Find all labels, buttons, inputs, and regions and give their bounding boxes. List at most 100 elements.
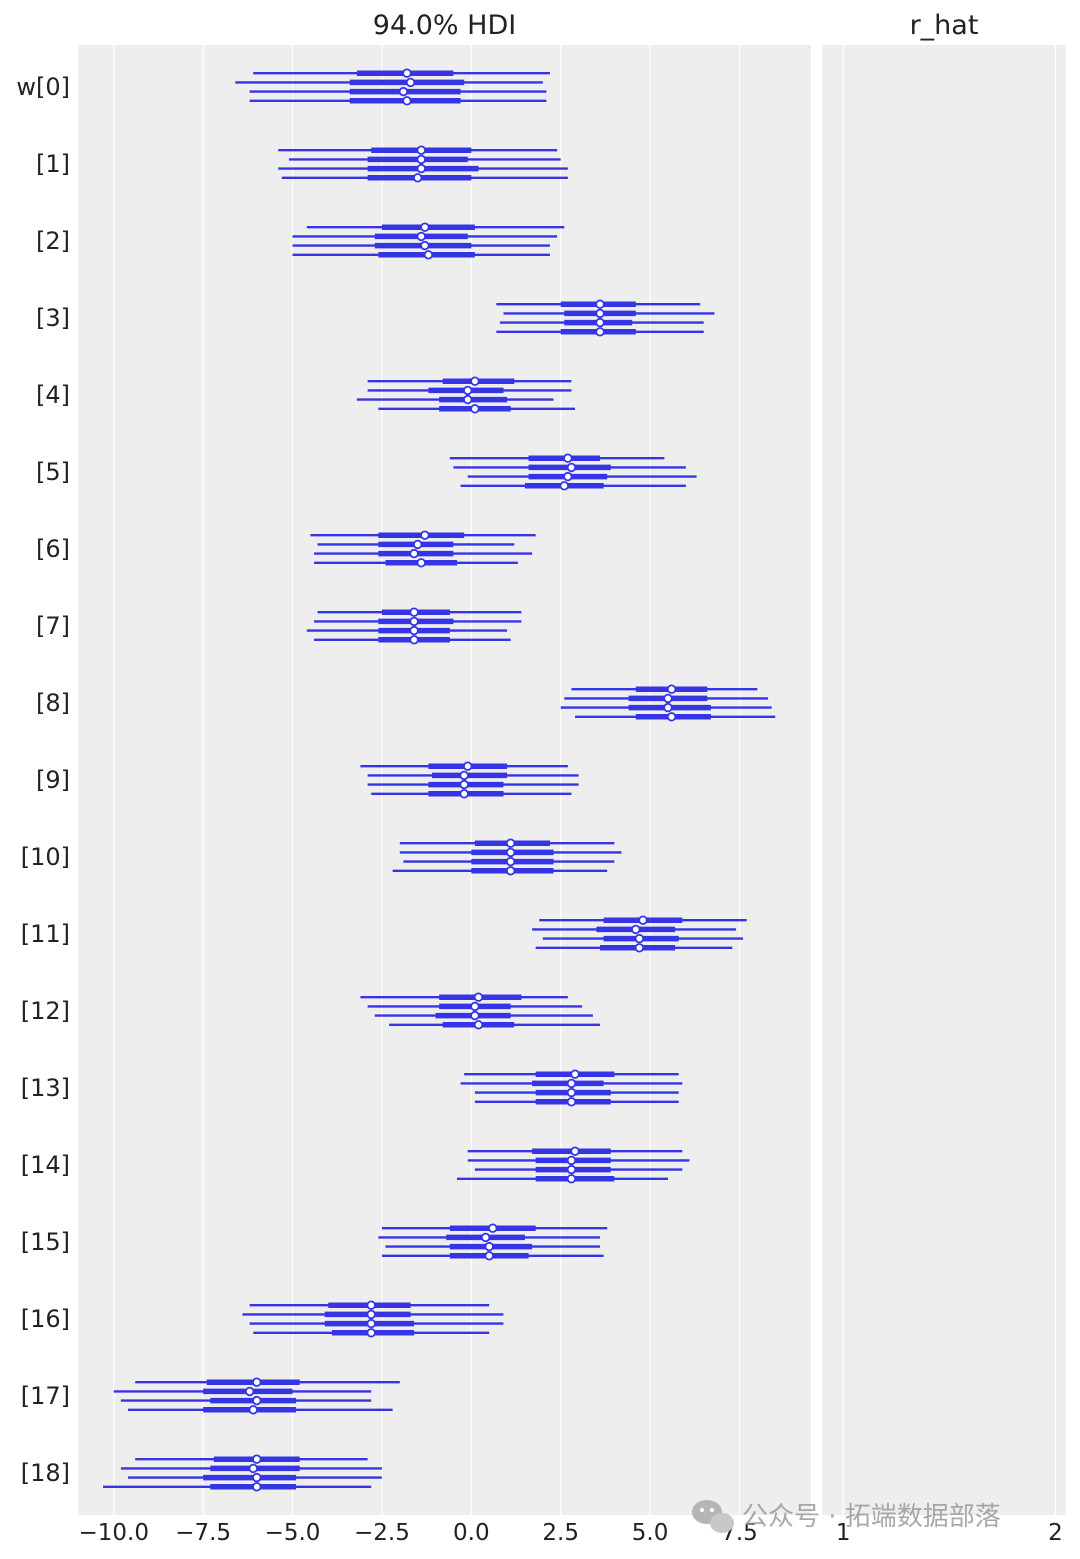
median-point xyxy=(409,625,419,636)
median-point xyxy=(480,1232,491,1243)
median-point xyxy=(416,558,426,568)
median-point xyxy=(244,1386,255,1397)
median-point xyxy=(595,317,605,328)
wechat-icon xyxy=(692,1500,734,1533)
median-point xyxy=(412,539,423,550)
median-point xyxy=(366,1328,376,1338)
hdi-x-tick-label: −2.5 xyxy=(354,1520,410,1546)
median-point xyxy=(366,1300,376,1310)
row-label: [6] xyxy=(36,535,70,563)
parameter-row xyxy=(392,838,622,876)
median-point xyxy=(505,838,516,848)
median-point xyxy=(416,145,426,155)
median-point xyxy=(416,154,426,165)
r-hat-x-tick-label: 1 xyxy=(836,1520,851,1546)
median-point xyxy=(402,96,412,106)
median-point xyxy=(248,1463,258,1474)
median-point xyxy=(666,684,677,694)
row-label: [9] xyxy=(36,766,70,794)
watermark-text: 公众号 · 拓端数据部落 xyxy=(742,1502,1001,1532)
median-point xyxy=(409,635,419,645)
row-label: [12] xyxy=(21,997,70,1025)
parameter-row xyxy=(449,453,697,491)
median-point xyxy=(248,1405,258,1415)
median-point xyxy=(459,779,469,790)
watermark: 公众号 · 拓端数据部落 xyxy=(692,1500,1001,1533)
median-point xyxy=(566,1097,577,1107)
parameter-row xyxy=(292,222,565,260)
row-label: [18] xyxy=(21,1459,70,1487)
median-point xyxy=(463,394,473,405)
hdi-panel-title: 94.0% HDI xyxy=(373,10,516,41)
median-point xyxy=(252,1377,262,1387)
parameter-row xyxy=(360,992,601,1030)
median-point xyxy=(366,1318,376,1329)
row-label: [15] xyxy=(21,1228,70,1256)
parameter-row xyxy=(235,68,550,106)
hdi-x-tick-label: −5.0 xyxy=(265,1520,321,1546)
median-point xyxy=(252,1482,262,1492)
median-point xyxy=(595,327,605,337)
median-point xyxy=(252,1454,262,1464)
median-point xyxy=(423,250,434,260)
median-point xyxy=(470,1001,480,1012)
row-label: [16] xyxy=(21,1305,70,1333)
median-point xyxy=(459,789,469,799)
median-point xyxy=(488,1223,498,1233)
median-point xyxy=(566,462,577,473)
median-point xyxy=(595,308,605,319)
row-label: [1] xyxy=(36,150,70,178)
parameter-row xyxy=(460,1069,683,1107)
parameter-row xyxy=(103,1454,382,1492)
parameter-row xyxy=(560,684,776,722)
interval-marks xyxy=(103,68,776,1492)
median-point xyxy=(398,86,409,97)
median-point xyxy=(412,173,423,183)
median-point xyxy=(484,1251,494,1261)
hdi-x-tick-label: −7.5 xyxy=(175,1520,231,1546)
median-point xyxy=(416,231,426,242)
r-hat-panel-title: r_hat xyxy=(910,10,979,41)
row-label: [8] xyxy=(36,689,70,717)
median-point xyxy=(484,1241,494,1252)
median-point xyxy=(566,1155,577,1166)
median-point xyxy=(416,163,426,174)
median-point xyxy=(420,222,430,232)
median-point xyxy=(563,471,573,482)
median-point xyxy=(663,702,673,713)
median-point xyxy=(505,866,516,876)
r-hat-panel: 1 2 r_hat xyxy=(822,10,1066,1546)
median-point xyxy=(566,1078,577,1089)
parameter-row xyxy=(532,915,747,953)
r-hat-x-tick-label: 2 xyxy=(1048,1520,1063,1546)
parameter-row xyxy=(310,530,536,568)
median-point xyxy=(595,299,605,309)
parameter-row xyxy=(356,376,576,414)
row-label: [7] xyxy=(36,612,70,640)
row-label: [14] xyxy=(21,1151,70,1179)
median-point xyxy=(570,1146,580,1156)
row-label: [5] xyxy=(36,458,70,486)
median-point xyxy=(252,1472,262,1483)
median-point xyxy=(420,530,430,540)
median-point xyxy=(666,712,677,722)
row-label: [2] xyxy=(36,227,70,255)
median-point xyxy=(402,68,412,78)
parameter-row xyxy=(360,761,579,799)
row-label: w[0] xyxy=(16,73,70,101)
median-point xyxy=(420,240,430,251)
hdi-panel-background xyxy=(78,45,811,1515)
median-point xyxy=(563,453,573,463)
parameter-row xyxy=(306,607,522,645)
r-hat-panel-background xyxy=(822,45,1066,1515)
median-point xyxy=(505,847,516,858)
median-point xyxy=(470,404,480,414)
median-point xyxy=(409,616,419,627)
hdi-panel: −10.0 −7.5 −5.0 −2.5 0.0 2.5 5.0 7.594.0% HDI xyxy=(78,10,811,1546)
row-labels: w[0] [1] [2] [3] [4] [5] [6] [7] [8] [9] [10] [11] [… xyxy=(16,73,70,1487)
median-point xyxy=(559,481,569,491)
median-point xyxy=(638,915,648,925)
median-point xyxy=(252,1395,262,1406)
median-point xyxy=(473,992,484,1002)
row-label: [4] xyxy=(36,381,70,409)
